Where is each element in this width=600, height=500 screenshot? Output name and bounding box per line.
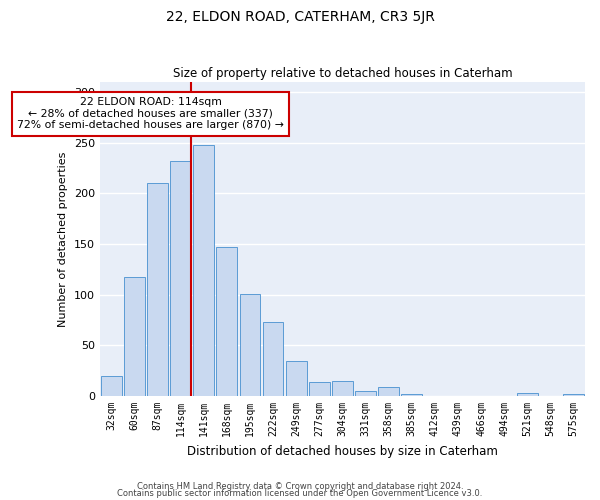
Bar — [332, 381, 353, 396]
Bar — [170, 161, 191, 396]
Bar — [101, 376, 122, 396]
Bar — [239, 294, 260, 396]
Title: Size of property relative to detached houses in Caterham: Size of property relative to detached ho… — [173, 66, 512, 80]
Text: 22, ELDON ROAD, CATERHAM, CR3 5JR: 22, ELDON ROAD, CATERHAM, CR3 5JR — [166, 10, 434, 24]
Bar — [355, 391, 376, 396]
Bar — [563, 394, 584, 396]
X-axis label: Distribution of detached houses by size in Caterham: Distribution of detached houses by size … — [187, 444, 498, 458]
Text: Contains public sector information licensed under the Open Government Licence v3: Contains public sector information licen… — [118, 490, 482, 498]
Bar — [309, 382, 329, 396]
Bar — [217, 247, 237, 396]
Bar — [401, 394, 422, 396]
Bar — [378, 387, 399, 396]
Bar — [193, 145, 214, 396]
Bar — [263, 322, 283, 396]
Text: 22 ELDON ROAD: 114sqm
← 28% of detached houses are smaller (337)
72% of semi-det: 22 ELDON ROAD: 114sqm ← 28% of detached … — [17, 97, 284, 130]
Bar — [124, 276, 145, 396]
Bar — [286, 360, 307, 396]
Bar — [147, 184, 168, 396]
Bar — [517, 393, 538, 396]
Text: Contains HM Land Registry data © Crown copyright and database right 2024.: Contains HM Land Registry data © Crown c… — [137, 482, 463, 491]
Y-axis label: Number of detached properties: Number of detached properties — [58, 152, 68, 326]
